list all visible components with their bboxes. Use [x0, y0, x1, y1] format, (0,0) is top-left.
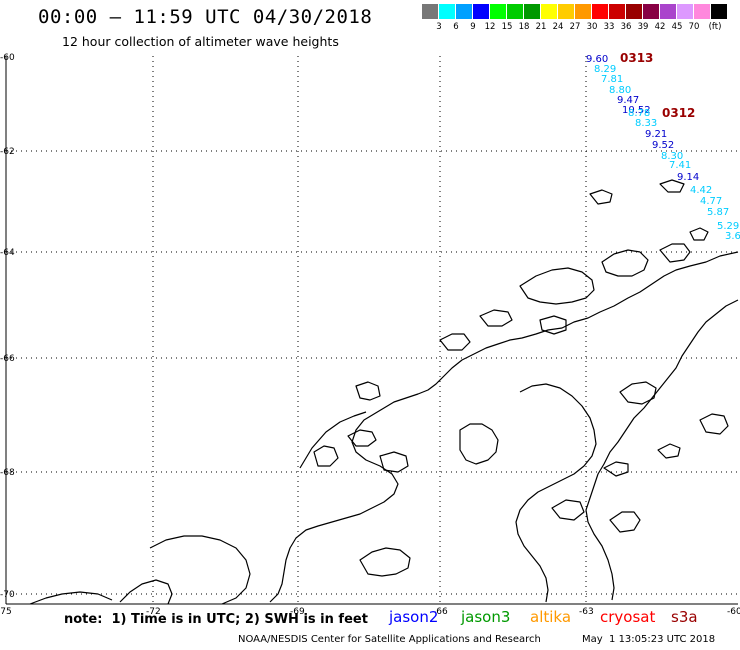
satellite-name: s3a: [671, 608, 698, 626]
legend-label: 33: [603, 22, 615, 32]
legend-swatch: [422, 4, 438, 19]
footer-note: note: 1) Time is in UTC; 2) SWH is in fe…: [64, 612, 368, 627]
legend-label: 39: [637, 22, 649, 32]
wave-height-value: 9.60: [586, 54, 608, 65]
legend-swatch: [643, 4, 659, 19]
longitude-label: -75: [0, 607, 12, 617]
satellite-name: jason3: [461, 608, 511, 626]
legend-swatch: [439, 4, 455, 19]
creation-time: May 1 13:05:23 UTC 2018: [582, 634, 716, 645]
legend-swatch: [558, 4, 574, 19]
wave-height-value: 7.81: [601, 74, 623, 85]
latitude-label: -70: [0, 590, 15, 600]
pass-label: 0312: [662, 106, 695, 120]
longitude-labels: -75 -72 -69 -66 -63 -60: [0, 607, 740, 617]
longitude-label: -63: [579, 607, 594, 617]
latitude-label: -68: [0, 468, 15, 478]
legend-swatch: [473, 4, 489, 19]
legend-label: 30: [586, 22, 598, 32]
page-title: 00:00 – 11:59 UTC 04/30/2018: [38, 6, 373, 28]
satellite-name: jason2: [389, 608, 439, 626]
wave-height-value: 8.33: [635, 118, 657, 129]
legend-swatch: [711, 4, 727, 19]
longitude-label: -69: [290, 607, 305, 617]
legend-label: 24: [552, 22, 564, 32]
longitude-label: -66: [433, 607, 448, 617]
legend-label: 27: [569, 22, 581, 32]
wave-height-track: 9.608.297.818.809.4710.528.788.339.219.5…: [586, 54, 740, 242]
latitude-label: -64: [0, 248, 15, 258]
coastline: [29, 179, 739, 605]
legend-label: 21: [535, 22, 547, 32]
wave-height-value: 9.52: [652, 140, 674, 151]
wave-height-value: 5.29: [717, 221, 739, 232]
wave-height-value: 8.29: [594, 64, 616, 75]
legend-swatch: [507, 4, 523, 19]
legend-swatch: [677, 4, 693, 19]
legend-swatch: [541, 4, 557, 19]
satellite-name: cryosat: [600, 608, 656, 626]
legend-label: 3: [436, 22, 442, 32]
legend-swatch: [626, 4, 642, 19]
latitude-label: -62: [0, 147, 15, 157]
legend-swatch: [694, 4, 710, 19]
legend-swatch: [609, 4, 625, 19]
legend-label: 6: [453, 22, 459, 32]
latitude-label: -66: [0, 354, 15, 364]
legend-label: 36: [620, 22, 632, 32]
latitude-labels: -60 -62 -64 -66 -68 -70: [0, 53, 15, 600]
wave-height-value: 8.30: [661, 151, 683, 162]
wave-height-value: 9.21: [645, 129, 667, 140]
wave-height-value: 10.52: [622, 105, 651, 116]
latitude-label: -60: [0, 53, 15, 63]
wave-height-value: 8.78: [628, 108, 650, 119]
legend-label: 42: [654, 22, 666, 32]
wave-height-value: 4.42: [690, 185, 712, 196]
wave-height-value: 9.14: [677, 172, 699, 183]
pass-label: 0313: [620, 51, 653, 65]
legend-label: 12: [484, 22, 496, 32]
wave-height-value: 7.41: [669, 160, 691, 171]
graticule: [6, 56, 738, 604]
wave-height-value: 9.47: [617, 95, 639, 106]
legend-label: 15: [501, 22, 513, 32]
wave-height-value: 3.6: [725, 231, 740, 242]
legend-label: 45: [671, 22, 683, 32]
credit-text: NOAA/NESDIS Center for Satellite Applica…: [238, 634, 541, 645]
legend-swatch: [575, 4, 591, 19]
legend-label: 70: [688, 22, 700, 32]
legend-swatch: [660, 4, 676, 19]
longitude-label: -72: [146, 607, 161, 617]
wave-height-value: 5.87: [707, 207, 729, 218]
pass-labels: 0313 0312: [620, 51, 695, 120]
legend-label: 9: [470, 22, 476, 32]
legend-label: 18: [518, 22, 530, 32]
satellite-name: altika: [530, 608, 572, 626]
wave-height-value: 8.80: [609, 85, 631, 96]
legend-label: (ft): [708, 22, 722, 32]
legend-swatch: [456, 4, 472, 19]
legend-swatch: [524, 4, 540, 19]
wave-height-value: 4.77: [700, 196, 722, 207]
longitude-label: -60: [727, 607, 740, 617]
page-subtitle: 12 hour collection of altimeter wave hei…: [62, 34, 339, 49]
legend-swatch: [490, 4, 506, 19]
legend-swatch: [592, 4, 608, 19]
